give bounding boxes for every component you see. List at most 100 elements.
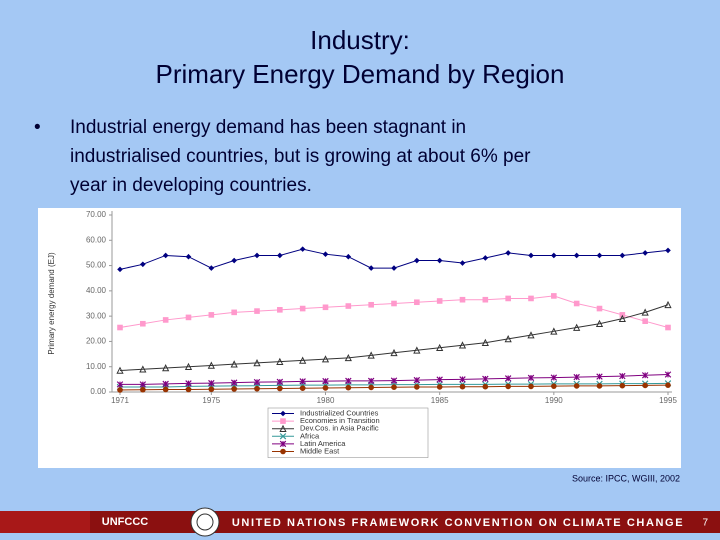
marker [551, 383, 557, 389]
y-tick-label: 20.00 [86, 337, 107, 346]
marker [140, 320, 146, 327]
marker [276, 357, 284, 365]
legend-marker [279, 440, 287, 448]
marker [573, 300, 580, 307]
marker [642, 318, 648, 324]
marker [436, 298, 443, 304]
logo: UNFCCC [102, 516, 148, 528]
marker [619, 382, 626, 389]
marker [528, 252, 534, 259]
marker [595, 319, 604, 328]
un-emblem [190, 507, 220, 537]
marker [230, 379, 238, 386]
x-tick-label: 1990 [545, 396, 563, 405]
marker [254, 308, 260, 314]
marker [618, 314, 626, 322]
footer-band [0, 511, 720, 533]
marker [596, 252, 603, 259]
marker [230, 360, 238, 368]
y-axis-label: Primary energy demand (EJ) [47, 252, 56, 355]
marker [185, 380, 192, 387]
marker [665, 382, 671, 388]
marker [573, 323, 581, 331]
marker [116, 381, 124, 388]
marker [551, 252, 557, 259]
legend-box [267, 407, 429, 458]
marker [436, 384, 443, 390]
marker [528, 383, 534, 390]
chart: 0.00 10.00 20.00 30.00 40.00 50.00 60.00 70.00 1… [47, 210, 677, 458]
legend-label: Africa [300, 431, 320, 440]
marker [596, 383, 603, 389]
marker [299, 305, 306, 312]
marker [117, 266, 123, 273]
marker [458, 341, 467, 349]
marker [254, 252, 260, 259]
marker [162, 252, 169, 259]
marker [117, 387, 123, 393]
marker [665, 247, 671, 254]
marker [459, 260, 466, 266]
marker [390, 377, 398, 384]
marker [253, 359, 261, 367]
marker [642, 382, 648, 389]
slide-title: Primary Energy Demand by Region [156, 59, 565, 89]
marker [231, 257, 237, 264]
legend-label: Economies in Transition [300, 416, 380, 425]
marker [641, 308, 649, 316]
marker [504, 375, 512, 382]
marker [185, 314, 192, 321]
bullet-text: Industrial energy demand has been stagna… [70, 117, 466, 138]
marker [391, 384, 397, 390]
marker [504, 334, 512, 343]
marker [231, 386, 237, 392]
marker [505, 295, 511, 302]
y-tick-label: 0.00 [90, 387, 106, 396]
marker [299, 356, 307, 364]
legend-marker [280, 418, 286, 424]
marker [527, 374, 535, 382]
bullet-mark: • [34, 117, 41, 138]
marker [368, 384, 374, 391]
page-number: 7 [702, 518, 708, 529]
marker [185, 386, 192, 393]
marker [596, 373, 603, 380]
series-line [119, 304, 669, 372]
marker [414, 384, 420, 390]
marker [619, 372, 626, 380]
marker [482, 375, 489, 383]
marker [436, 376, 443, 383]
footer-text: UNITED NATIONS FRAMEWORK CONVENTION ON C… [232, 517, 684, 529]
x-tick-label: 1971 [111, 396, 129, 405]
legend-marker [280, 448, 286, 455]
marker [117, 324, 123, 331]
marker [391, 265, 397, 271]
marker [573, 252, 580, 259]
marker [277, 307, 283, 313]
legend-label: Industrialized Countries [300, 408, 379, 417]
marker [368, 301, 374, 308]
marker [436, 257, 443, 264]
marker [208, 312, 215, 318]
y-tick-label: 30.00 [86, 311, 107, 320]
legend-label: Middle East [300, 446, 340, 455]
marker [345, 384, 352, 391]
bullet-text: year in developing countries. [70, 175, 312, 196]
marker [505, 250, 511, 256]
marker [436, 343, 444, 352]
marker [482, 383, 489, 390]
marker [321, 355, 330, 363]
legend-marker [280, 410, 286, 417]
marker [414, 299, 420, 306]
marker [596, 305, 603, 312]
marker [573, 373, 580, 381]
marker [231, 309, 237, 316]
marker [162, 317, 169, 323]
marker [459, 383, 466, 390]
marker [573, 383, 580, 389]
marker [345, 303, 352, 309]
legend-label: Dev.Cos. in Asia Pacific [300, 424, 379, 433]
y-tick-label: 70.00 [86, 210, 107, 219]
marker [528, 295, 534, 302]
